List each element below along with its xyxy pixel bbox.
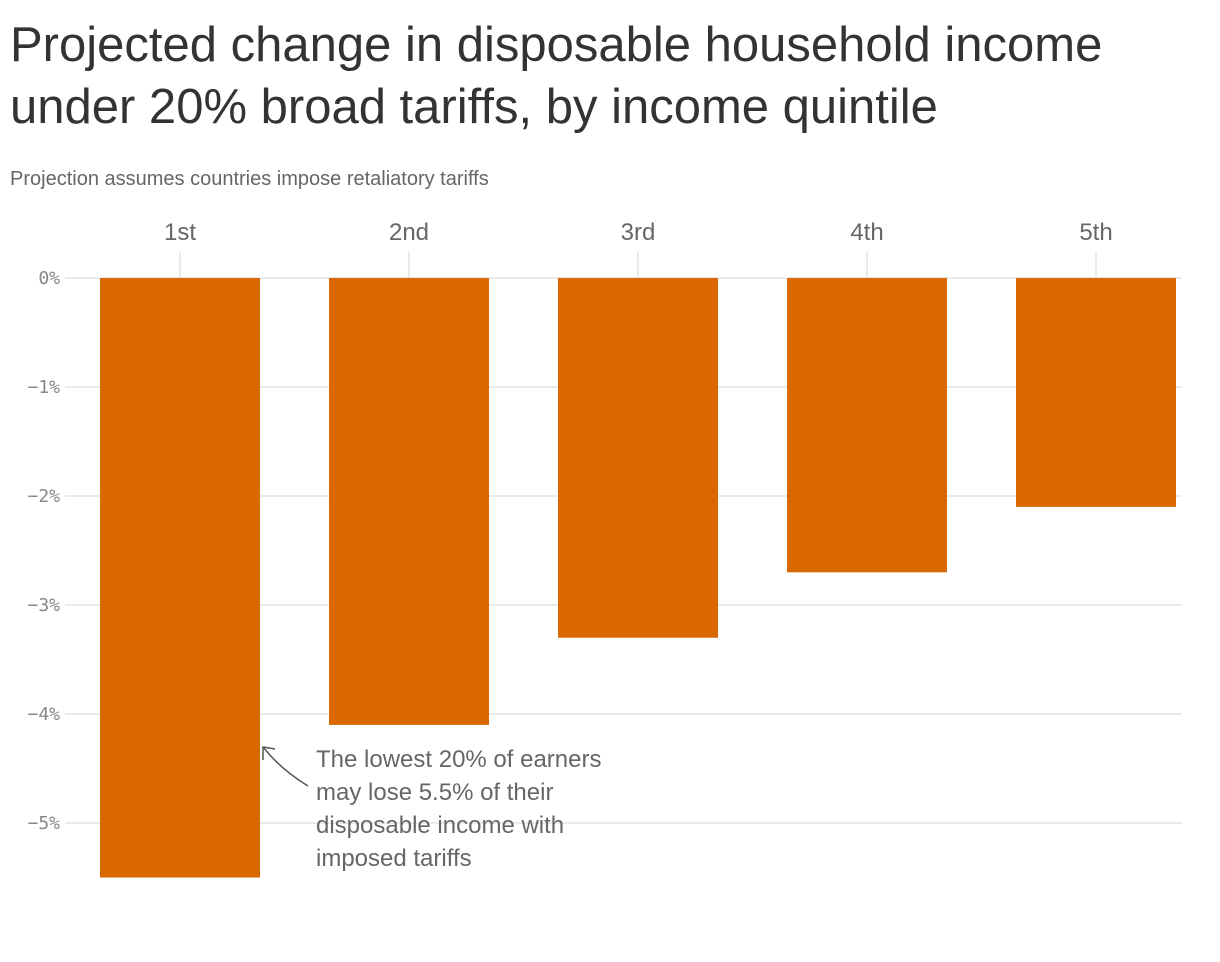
bar-5th <box>1016 278 1176 507</box>
annotation-text: may lose 5.5% of their <box>316 779 553 806</box>
bar-3rd <box>558 278 718 638</box>
x-tick-label: 3rd <box>621 219 656 246</box>
arrowhead-icon <box>262 746 276 760</box>
x-tick-label: 2nd <box>389 219 429 246</box>
y-tick-label: −1% <box>27 377 60 398</box>
bar-2nd <box>329 278 489 725</box>
x-tick-label: 5th <box>1079 219 1112 246</box>
x-tick-label: 1st <box>164 219 196 246</box>
bar-4th <box>787 278 947 573</box>
y-tick-label: −2% <box>27 486 60 507</box>
annotation-text: disposable income with <box>316 812 564 839</box>
y-tick-label: −3% <box>27 595 60 616</box>
bar-1st <box>100 278 260 878</box>
chart-title: Projected change in disposable household… <box>10 18 1103 134</box>
chart-subtitle: Projection assumes countries impose reta… <box>10 168 489 190</box>
annotation-text: The lowest 20% of earners <box>316 746 601 773</box>
y-tick-label: 0% <box>38 268 60 289</box>
annotation-text: imposed tariffs <box>316 845 472 872</box>
x-tick-label: 4th <box>850 219 883 246</box>
annotation-arrow <box>263 747 309 787</box>
y-tick-label: −4% <box>27 704 60 725</box>
y-tick-label: −5% <box>27 813 60 834</box>
